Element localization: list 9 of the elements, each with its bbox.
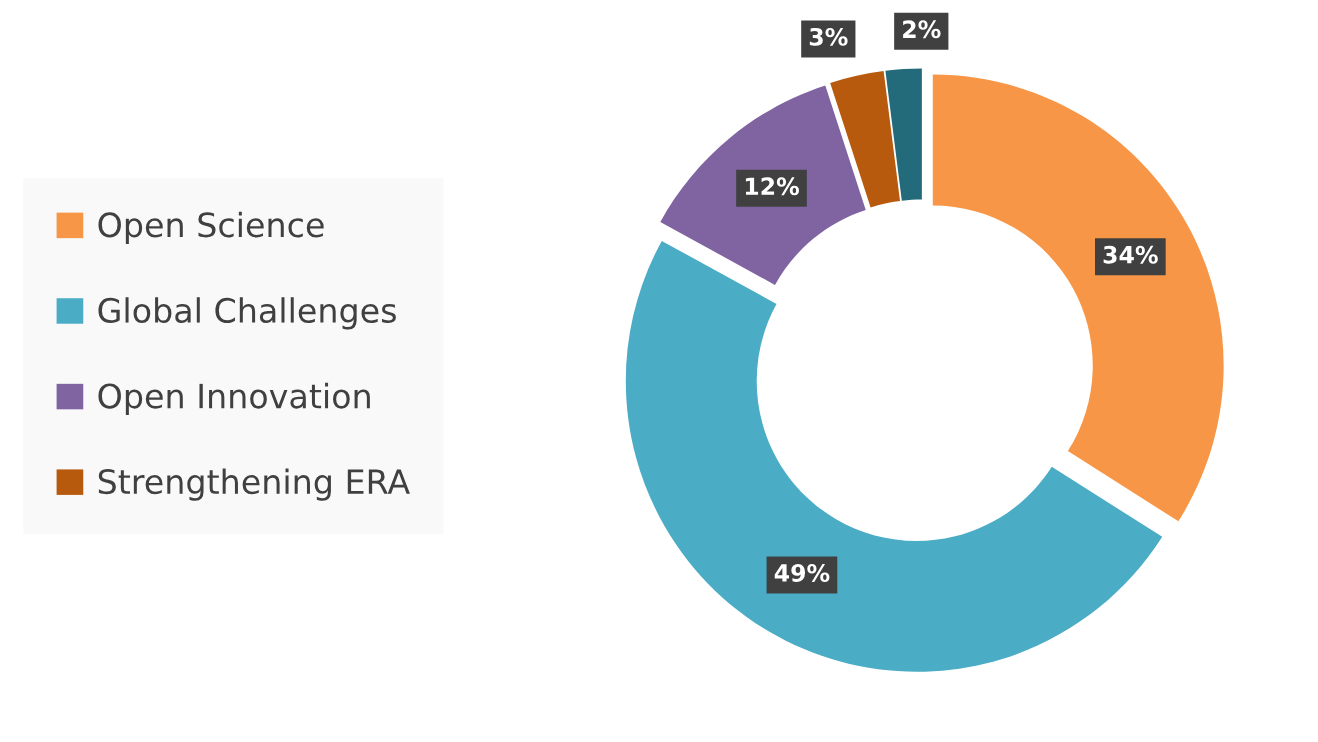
data-label: 34% <box>1103 245 1158 264</box>
data-label: 2% <box>903 20 941 39</box>
legend-label: Strengthening ERA <box>98 468 410 501</box>
data-label: 3% <box>809 27 848 46</box>
legend-label: Open Science <box>98 211 324 244</box>
legend-label: Global Challenges <box>98 297 396 330</box>
data-label: 49% <box>774 564 830 582</box>
data-label: 12% <box>745 177 799 196</box>
legend-label: Open Innovation <box>98 382 370 416</box>
